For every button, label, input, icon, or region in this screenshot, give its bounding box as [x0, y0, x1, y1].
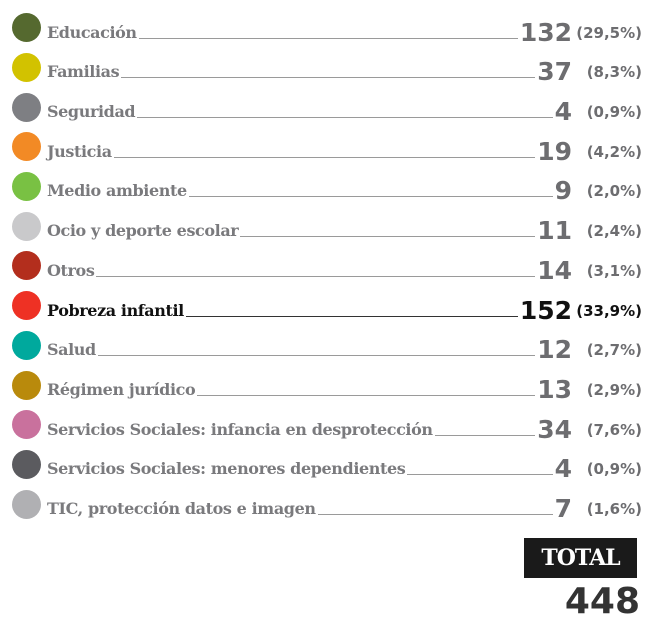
row: Educación 132 (29,5%) — [12, 8, 642, 48]
leader-line — [113, 156, 536, 158]
leader-line — [137, 117, 553, 119]
leader-line — [434, 434, 536, 436]
row-label: Servicios Sociales: infancia en desprote… — [47, 419, 433, 439]
row-label: Ocio y deporte escolar — [47, 221, 239, 241]
category-list: Educación 132 (29,5%) Familias 37 (8,3%) Segur… — [12, 8, 642, 524]
total-value: 448 — [564, 581, 640, 622]
row-share: (0,9%) — [586, 460, 642, 479]
row-label: Régimen jurídico — [47, 379, 196, 399]
row: Servicios Sociales: menores dependientes… — [12, 445, 642, 485]
row-value: 152 — [519, 295, 572, 325]
leader-line — [138, 37, 518, 39]
row: TIC, protección datos e imagen 7 (1,6%) — [12, 484, 642, 524]
color-dot — [12, 92, 41, 122]
row-share: (1,6%) — [586, 499, 642, 518]
color-dot — [12, 449, 41, 479]
color-dot — [12, 13, 41, 43]
row-share: (0,9%) — [586, 103, 642, 122]
leader-line — [240, 236, 536, 238]
color-dot — [12, 410, 41, 440]
total-label: TOTAL — [524, 538, 637, 578]
row-label: Medio ambiente — [47, 181, 187, 201]
color-dot — [12, 132, 41, 162]
row-share: (2,4%) — [586, 222, 642, 241]
leader-line — [97, 355, 536, 357]
row-label: Justicia — [47, 141, 112, 161]
row-value: 37 — [537, 57, 572, 87]
color-dot — [12, 489, 41, 519]
row-label: Servicios Sociales: menores dependientes — [47, 459, 406, 479]
color-dot — [12, 53, 41, 83]
row-value: 12 — [537, 335, 572, 365]
leader-line — [188, 196, 553, 198]
row-label: Otros — [47, 260, 95, 280]
row: Familias 37 (8,3%) — [12, 48, 642, 88]
row: Salud 12 (2,7%) — [12, 326, 642, 366]
row-label: Seguridad — [47, 102, 136, 122]
row: Otros 14 (3,1%) — [12, 246, 642, 286]
row-label: Educación — [47, 22, 137, 42]
row-share: (8,3%) — [586, 63, 642, 82]
row: Régimen jurídico 13 (2,9%) — [12, 365, 642, 405]
row-value: 4 — [554, 454, 572, 484]
row: Medio ambiente 9 (2,0%) — [12, 167, 642, 207]
row-label: Salud — [47, 340, 96, 360]
row-value: 19 — [537, 136, 572, 166]
color-dot — [12, 291, 41, 321]
leader-line — [121, 77, 536, 79]
row-value: 4 — [554, 97, 572, 127]
row-value: 11 — [537, 216, 572, 246]
row: Seguridad 4 (0,9%) — [12, 87, 642, 127]
row-label: Pobreza infantil — [47, 300, 184, 320]
row-share: (7,6%) — [586, 420, 642, 439]
leader-line — [185, 315, 518, 317]
row-share: (4,2%) — [586, 142, 642, 161]
leader-line — [96, 275, 536, 277]
row-label: Familias — [47, 62, 120, 82]
row-share: (2,7%) — [586, 341, 642, 360]
row: Servicios Sociales: infancia en desprote… — [12, 405, 642, 445]
row-value: 14 — [537, 255, 572, 285]
row-share: (2,0%) — [586, 182, 642, 201]
row-share: (33,9%) — [576, 301, 642, 320]
row-share: (2,9%) — [586, 380, 642, 399]
row-label: TIC, protección datos e imagen — [47, 498, 316, 518]
color-dot — [12, 211, 41, 241]
color-dot — [12, 370, 41, 400]
row: Pobreza infantil 152 (33,9%) — [12, 286, 642, 326]
row: Justicia 19 (4,2%) — [12, 127, 642, 167]
row: Ocio y deporte escolar 11 (2,4%) — [12, 206, 642, 246]
row-value: 132 — [519, 17, 572, 47]
row-value: 9 — [554, 176, 572, 206]
row-share: (29,5%) — [576, 23, 642, 42]
leader-line — [197, 394, 536, 396]
row-share: (3,1%) — [586, 261, 642, 280]
row-value: 7 — [554, 493, 572, 523]
row-value: 13 — [537, 374, 572, 404]
leader-line — [317, 513, 553, 515]
row-value: 34 — [537, 414, 572, 444]
color-dot — [12, 172, 41, 202]
color-dot — [12, 330, 41, 360]
leader-line — [407, 474, 553, 476]
color-dot — [12, 251, 41, 281]
